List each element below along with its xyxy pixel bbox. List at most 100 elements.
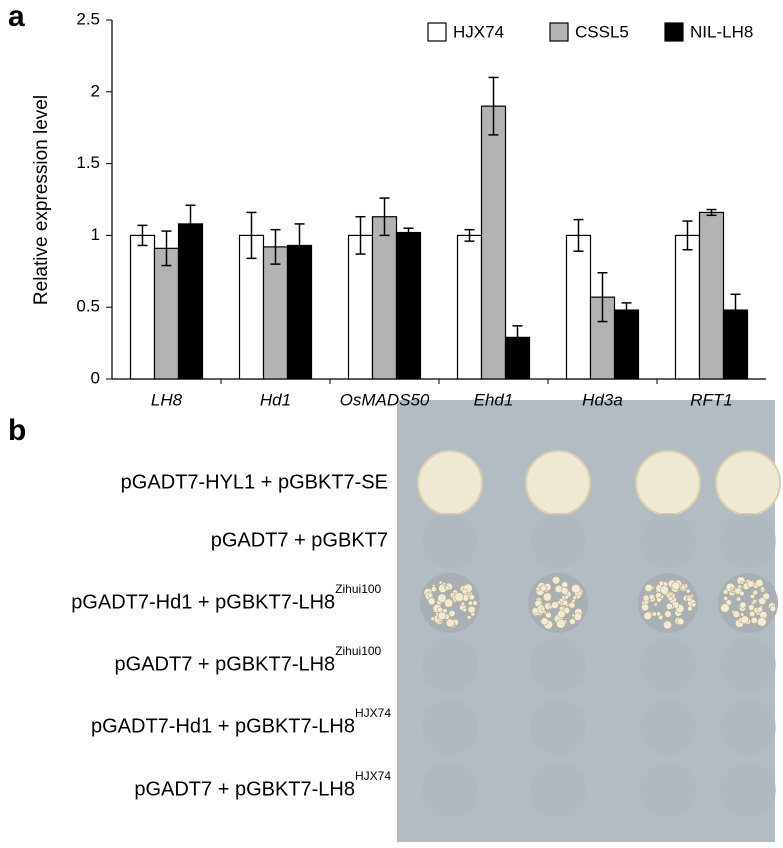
- colony-grain: [641, 603, 650, 612]
- colony-grain: [740, 581, 744, 585]
- colony-grain: [643, 611, 652, 621]
- colony-grain: [723, 596, 728, 601]
- colony-grain: [542, 592, 552, 602]
- colony-grain: [427, 592, 433, 598]
- row-label: pGADT7 + pGBKT7-LH8: [115, 653, 336, 675]
- bar: [153, 247, 180, 380]
- error-bar: [682, 220, 693, 251]
- spot: [720, 513, 776, 569]
- colony-grain: [668, 596, 674, 602]
- x-tick-label: RFT1: [690, 390, 733, 409]
- colony-grain: [472, 600, 478, 606]
- bar: [395, 231, 422, 380]
- error-bar: [379, 197, 390, 237]
- legend-swatch: [664, 22, 684, 42]
- colony-grain: [739, 601, 747, 609]
- spot: [640, 762, 696, 818]
- spot: [422, 699, 478, 755]
- error-bar: [706, 208, 717, 217]
- colony-grain: [740, 612, 745, 617]
- row-superscript: HJX74: [355, 706, 391, 720]
- colony-grain: [648, 593, 655, 600]
- error-bar: [488, 76, 499, 136]
- spot: [530, 699, 586, 755]
- colony-grain: [769, 605, 777, 612]
- bar: [456, 234, 483, 380]
- error-bar: [270, 228, 281, 265]
- colony-grain: [571, 598, 576, 603]
- x-tick-label: Ehd1: [474, 390, 514, 409]
- bar: [674, 234, 701, 380]
- colony-grain: [564, 594, 570, 600]
- colony-grain: [540, 606, 546, 612]
- colony-grain: [437, 611, 447, 620]
- colony-grain: [660, 585, 669, 595]
- error-bar: [355, 215, 366, 255]
- colony-grain: [571, 613, 576, 618]
- spot: [422, 637, 478, 693]
- colony-grain: [444, 585, 450, 591]
- error-bar: [597, 271, 608, 323]
- colony: [715, 450, 781, 516]
- colony-grain: [573, 612, 582, 621]
- spot: [640, 513, 696, 569]
- row-label: pGADT7-HYL1 + pGBKT7-SE: [121, 471, 388, 493]
- x-tick-label: Hd1: [260, 390, 291, 409]
- colony: [417, 450, 483, 516]
- colony-grain: [467, 600, 473, 606]
- y-axis-label: Relative expression level: [31, 95, 52, 305]
- bar: [177, 223, 204, 380]
- colony-grain: [462, 607, 467, 613]
- row-label: pGADT7 + pGBKT7: [211, 529, 388, 551]
- colony-grain: [755, 578, 764, 588]
- error-bar: [621, 302, 632, 319]
- colony: [525, 450, 591, 516]
- error-bar: [573, 218, 584, 252]
- colony-grain: [551, 576, 561, 585]
- row-label: pGADT7 + pGBKT7-LH8: [134, 778, 355, 800]
- colony-grain: [531, 607, 539, 615]
- colony-grain: [740, 615, 750, 625]
- legend-label: HJX74: [453, 22, 504, 41]
- colony-grain: [671, 581, 681, 591]
- colony-grain: [454, 592, 464, 602]
- colony-grain: [466, 615, 472, 620]
- legend-swatch: [427, 22, 447, 42]
- colony-grain: [460, 601, 465, 606]
- spot: [720, 699, 776, 755]
- colony-grain: [756, 606, 763, 613]
- error-bar: [246, 211, 257, 260]
- error-bar: [464, 228, 475, 242]
- row-superscript: Zihui100: [335, 582, 381, 596]
- colony-grain: [676, 617, 685, 626]
- colony-grain: [461, 588, 468, 595]
- colony-grain: [663, 620, 672, 630]
- colony-grain: [540, 584, 547, 592]
- colony-grain: [568, 601, 576, 609]
- legend-swatch: [549, 22, 569, 42]
- colony-grain: [560, 586, 569, 595]
- colony-grain: [562, 599, 569, 606]
- colony-grain: [569, 618, 576, 625]
- bar: [371, 216, 398, 380]
- spot: [530, 762, 586, 818]
- colony-grain: [685, 588, 691, 594]
- legend-label: NIL-LH8: [690, 22, 753, 41]
- colony-grain: [669, 591, 674, 596]
- colony-grain: [427, 597, 436, 606]
- spot: [530, 513, 586, 569]
- colony-grain: [557, 609, 566, 619]
- colony-grain: [691, 602, 697, 608]
- x-tick-label: LH8: [151, 390, 183, 409]
- colony-grain: [540, 617, 549, 626]
- bar: [347, 234, 374, 380]
- colony-grain: [748, 610, 756, 618]
- colony-grain: [656, 597, 662, 603]
- y-tick-label: 1.5: [76, 153, 100, 172]
- spot: [422, 762, 478, 818]
- colony-grain: [448, 610, 456, 618]
- panel-label: a: [8, 0, 25, 33]
- colony-grain: [752, 589, 759, 596]
- colony-grain: [748, 604, 755, 611]
- colony-grain: [752, 598, 758, 604]
